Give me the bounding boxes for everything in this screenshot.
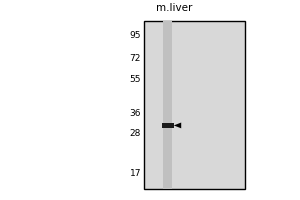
Text: 17: 17 — [130, 169, 141, 178]
Bar — [164, 21, 172, 189]
Bar — [144, 21, 245, 189]
Text: 36: 36 — [130, 109, 141, 118]
Text: 72: 72 — [130, 54, 141, 63]
Text: 55: 55 — [130, 75, 141, 84]
Text: m.liver: m.liver — [156, 3, 192, 13]
Text: 28: 28 — [130, 129, 141, 138]
Text: 95: 95 — [130, 31, 141, 40]
Bar — [162, 123, 174, 128]
Polygon shape — [174, 123, 181, 128]
